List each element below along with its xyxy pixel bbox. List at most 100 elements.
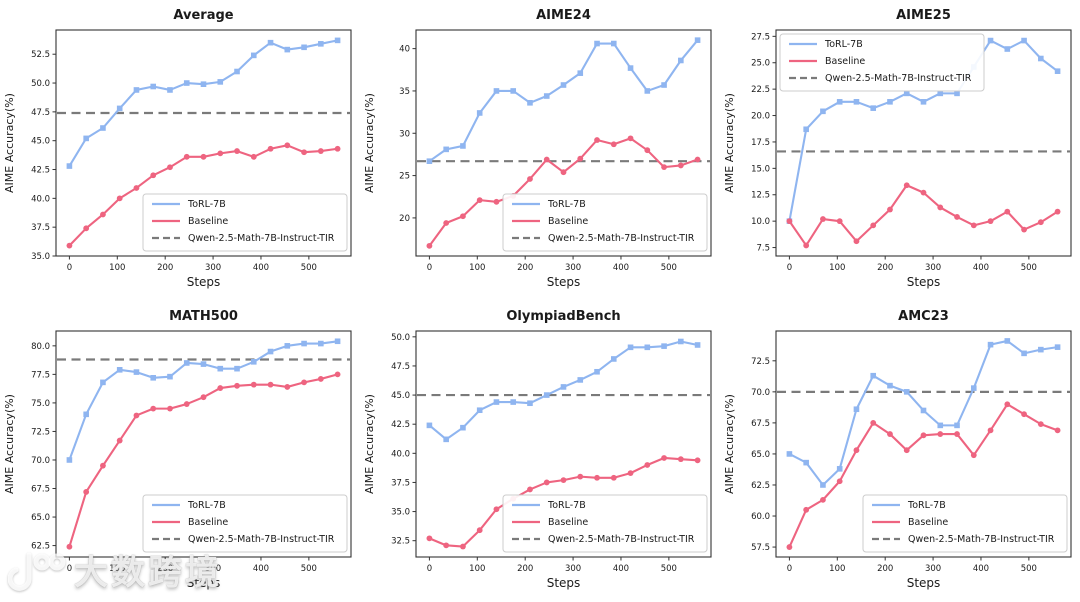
x-tick-label: 100 [469, 263, 485, 273]
y-axis: 20 25 30 35 40 [399, 45, 416, 224]
x-tick-label: 400 [613, 564, 629, 574]
y-tick-label: 45.0 [391, 391, 410, 401]
chart-olympiadbench: ToRL-7B Baseline Qwen-2.5-Math-7B-Instruct… [363, 309, 712, 590]
legend-entry-label: Baseline [825, 56, 865, 67]
legend-entry-label: ToRL-7B [547, 500, 586, 511]
y-tick-label: 27.5 [751, 32, 770, 42]
y-tick-label: 52.5 [31, 50, 50, 60]
series-markers-torl-7b [426, 338, 701, 443]
y-tick-label: 47.5 [391, 362, 410, 372]
chart-title: MATH500 [169, 309, 238, 324]
legend-entry-label: Baseline [908, 517, 948, 528]
legend-entry-label: Qwen-2.5-Math-7B-Instruct-TIR [188, 534, 335, 545]
legend-entry-label: Qwen-2.5-Math-7B-Instruct-TIR [188, 233, 335, 244]
y-tick-label: 42.5 [391, 420, 410, 430]
y-axis-label: AIME Accuracy(%) [363, 93, 376, 193]
x-axis: 0 100 200 300 400 500 [787, 557, 1037, 574]
y-tick-label: 35 [399, 87, 410, 97]
x-tick-label: 200 [157, 263, 173, 273]
legend-entry-label: Baseline [188, 517, 228, 528]
chart-amc23: ToRL-7B Baseline Qwen-2.5-Math-7B-Instruct… [723, 309, 1072, 590]
series-markers-torl-7b [786, 338, 1061, 488]
x-tick-label: 300 [925, 564, 941, 574]
x-tick-label: 100 [469, 564, 485, 574]
x-tick-label: 400 [253, 564, 269, 574]
y-tick-label: 80.0 [31, 342, 50, 352]
x-tick-label: 100 [109, 564, 125, 574]
legend-entry-label: Qwen-2.5-Math-7B-Instruct-TIR [548, 534, 695, 545]
y-tick-label: 65.0 [751, 450, 770, 460]
x-tick-label: 200 [877, 564, 893, 574]
x-tick-label: 200 [877, 263, 893, 273]
axes-frame [775, 29, 1072, 257]
legend-entry-label: Baseline [548, 216, 588, 227]
y-axis: 62.5 65.0 67.5 70.0 72.5 75.0 77.5 80.0 [31, 342, 56, 552]
x-tick-label: 400 [973, 263, 989, 273]
x-tick-label: 0 [787, 263, 792, 273]
y-tick-label: 70.0 [751, 388, 770, 398]
legend: ToRL-7B Baseline Qwen-2.5-Math-7B-Instruct… [862, 494, 1068, 553]
series-markers-torl-7b [66, 338, 341, 463]
x-tick-label: 400 [253, 263, 269, 273]
x-tick-label: 0 [427, 564, 432, 574]
x-axis: 0 100 200 300 400 500 [67, 256, 317, 273]
series-markers-baseline [66, 371, 341, 550]
y-tick-label: 50.0 [31, 79, 50, 89]
x-axis-label: Steps [547, 576, 581, 590]
x-tick-label: 0 [427, 263, 432, 273]
y-tick-label: 77.5 [31, 370, 50, 380]
y-tick-label: 70.0 [31, 456, 50, 466]
y-tick-label: 57.5 [751, 543, 770, 553]
x-tick-label: 200 [517, 564, 533, 574]
y-tick-label: 40.0 [391, 449, 410, 459]
axes-frame [55, 330, 352, 558]
x-tick-label: 100 [109, 263, 125, 273]
legend-entry-label: ToRL-7B [907, 500, 946, 511]
panel-amc23: ToRL-7B Baseline Qwen-2.5-Math-7B-Instruct… [720, 301, 1080, 602]
x-tick-label: 200 [517, 263, 533, 273]
x-axis-label: Steps [907, 576, 941, 590]
y-axis-label: AIME Accuracy(%) [3, 93, 16, 193]
y-tick-label: 25.0 [751, 59, 770, 69]
x-axis-label: Steps [907, 275, 941, 289]
chart-title: AIME25 [896, 8, 951, 23]
legend-entry-label: Baseline [188, 216, 228, 227]
y-tick-label: 12.5 [751, 191, 770, 201]
legend-entry-label: Qwen-2.5-Math-7B-Instruct-TIR [548, 233, 695, 244]
x-tick-label: 0 [67, 263, 72, 273]
y-axis-label: AIME Accuracy(%) [363, 394, 376, 494]
x-tick-label: 100 [829, 564, 845, 574]
y-tick-label: 10.0 [751, 217, 770, 227]
legend: ToRL-7B Baseline Qwen-2.5-Math-7B-Instruct… [502, 494, 708, 553]
axes-frame [415, 29, 712, 257]
x-tick-label: 400 [613, 263, 629, 273]
legend: ToRL-7B Baseline Qwen-2.5-Math-7B-Instruct… [142, 193, 348, 252]
legend-entry-label: ToRL-7B [547, 199, 586, 210]
y-tick-label: 67.5 [751, 419, 770, 429]
panel-olympiadbench: ToRL-7B Baseline Qwen-2.5-Math-7B-Instruct… [360, 301, 720, 602]
y-tick-label: 22.5 [751, 85, 770, 95]
x-axis: 0 100 200 300 400 500 [427, 557, 677, 574]
y-tick-label: 35.0 [391, 508, 410, 518]
y-axis-label: AIME Accuracy(%) [723, 93, 736, 193]
legend-entry-label: Baseline [548, 517, 588, 528]
y-tick-label: 72.5 [31, 427, 50, 437]
y-tick-label: 30 [399, 129, 410, 139]
chart-title: OlympiadBench [506, 309, 620, 324]
x-tick-label: 500 [301, 564, 317, 574]
y-tick-label: 35.0 [31, 252, 50, 262]
series-line-torl-7b [428, 39, 699, 163]
x-axis: 0 100 200 300 400 500 [787, 256, 1037, 273]
series-markers-torl-7b [426, 37, 701, 164]
axes-frame [55, 29, 352, 257]
y-tick-label: 65.0 [31, 513, 50, 523]
y-tick-label: 25 [399, 172, 410, 182]
x-tick-label: 500 [301, 263, 317, 273]
panel-aime24: ToRL-7B Baseline Qwen-2.5-Math-7B-Instruct… [360, 0, 720, 301]
series-line-torl-7b [68, 39, 339, 168]
chart-title: AMC23 [898, 309, 949, 324]
x-axis-label: Steps [187, 275, 221, 289]
y-tick-label: 20 [399, 214, 410, 224]
x-tick-label: 300 [565, 263, 581, 273]
y-tick-label: 7.5 [756, 244, 770, 254]
